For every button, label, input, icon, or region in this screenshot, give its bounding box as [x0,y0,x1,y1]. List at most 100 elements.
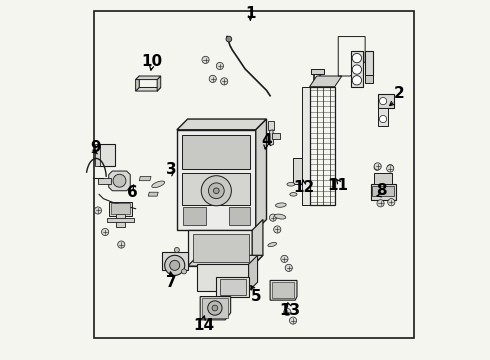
Ellipse shape [152,181,165,188]
Polygon shape [216,277,248,297]
Circle shape [170,260,180,270]
Polygon shape [256,119,267,230]
Polygon shape [374,173,392,184]
Text: 9: 9 [90,140,100,155]
Polygon shape [272,133,280,139]
Ellipse shape [290,193,297,196]
Polygon shape [372,186,394,196]
Polygon shape [116,214,125,226]
Circle shape [118,241,125,248]
Circle shape [214,188,219,194]
Polygon shape [220,279,245,295]
Polygon shape [136,87,161,91]
Text: 6: 6 [126,185,137,200]
Polygon shape [311,69,324,74]
Polygon shape [202,298,228,318]
Ellipse shape [268,243,277,247]
Polygon shape [270,280,297,300]
Polygon shape [252,220,263,266]
Ellipse shape [275,203,286,207]
Circle shape [220,78,228,85]
Polygon shape [107,218,134,222]
Polygon shape [378,108,389,126]
Polygon shape [162,252,188,270]
Polygon shape [136,76,139,91]
Circle shape [284,309,291,316]
Circle shape [212,305,218,311]
Circle shape [101,228,109,235]
Circle shape [377,200,384,207]
Polygon shape [177,119,267,130]
Polygon shape [182,135,250,169]
Polygon shape [272,282,294,298]
Circle shape [216,62,223,69]
Text: 13: 13 [279,303,300,318]
Circle shape [95,207,101,214]
Polygon shape [139,176,151,181]
Polygon shape [177,130,256,230]
Circle shape [113,174,126,187]
Circle shape [174,247,179,252]
Circle shape [379,98,387,105]
Ellipse shape [274,214,286,219]
Circle shape [226,36,232,42]
Polygon shape [248,255,258,291]
Polygon shape [270,130,274,146]
Ellipse shape [287,183,295,186]
Circle shape [165,255,185,275]
Circle shape [209,75,216,82]
Circle shape [201,176,231,206]
Circle shape [374,165,380,170]
Polygon shape [188,230,252,266]
Polygon shape [378,94,394,108]
Polygon shape [370,184,395,200]
Text: 11: 11 [328,178,349,193]
Polygon shape [196,264,248,291]
Polygon shape [99,144,115,166]
Polygon shape [96,144,100,166]
Text: 12: 12 [294,180,315,195]
Polygon shape [365,51,373,76]
Polygon shape [111,203,130,214]
Circle shape [181,269,187,274]
Text: 2: 2 [394,86,405,102]
Polygon shape [302,87,310,205]
Circle shape [202,56,209,63]
Polygon shape [310,76,342,87]
Circle shape [352,53,362,63]
Circle shape [374,163,381,170]
Circle shape [208,183,224,199]
Circle shape [281,255,288,262]
Text: 4: 4 [261,133,272,148]
Polygon shape [269,121,274,130]
Circle shape [285,264,293,271]
Polygon shape [183,207,205,225]
Circle shape [352,65,362,74]
Text: 7: 7 [166,275,177,290]
Polygon shape [136,76,161,80]
Circle shape [290,317,296,324]
Polygon shape [200,297,231,320]
Text: 1: 1 [245,6,256,21]
Text: 14: 14 [193,318,214,333]
Polygon shape [98,178,111,184]
Circle shape [208,301,222,315]
Polygon shape [365,75,373,83]
Circle shape [387,165,394,172]
Polygon shape [229,207,250,225]
Polygon shape [109,202,132,216]
Circle shape [352,76,362,85]
Circle shape [274,226,281,233]
Polygon shape [182,173,250,205]
Circle shape [270,214,276,221]
Circle shape [379,116,387,123]
Polygon shape [193,234,248,262]
Polygon shape [188,255,263,266]
Polygon shape [148,192,158,196]
Text: 3: 3 [166,162,177,177]
Polygon shape [157,76,161,91]
Polygon shape [109,171,130,191]
Text: 8: 8 [376,183,387,198]
Polygon shape [351,51,363,87]
Bar [95,12,414,338]
